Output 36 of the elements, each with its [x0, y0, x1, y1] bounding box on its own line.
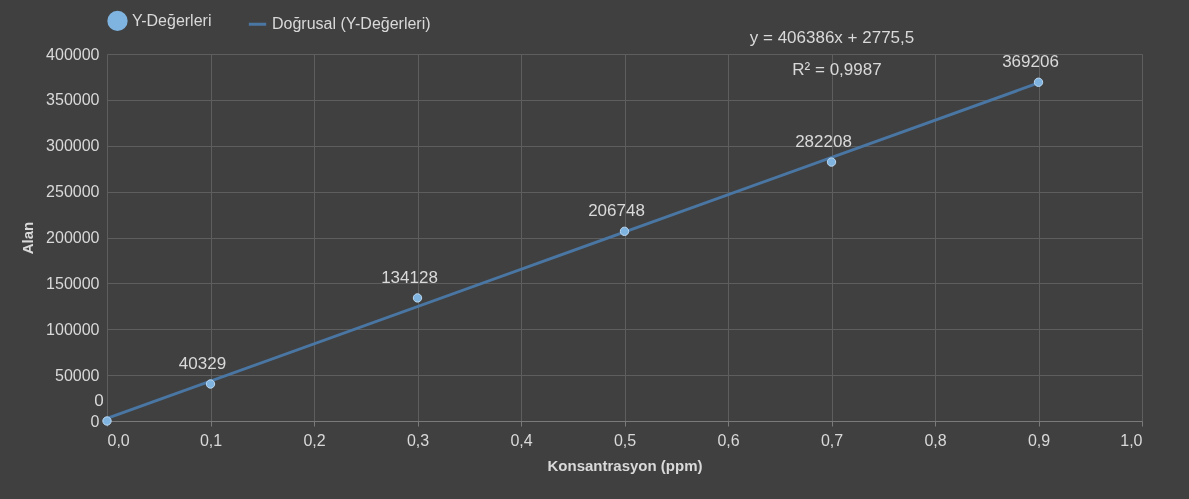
annotation: R² = 0,9987: [792, 60, 882, 79]
y-tick-label: 400000: [46, 45, 100, 63]
x-tick-label: 0,3: [406, 431, 430, 449]
legend-label: Y-Değerleri: [132, 11, 212, 29]
x-tick-label: 0,2: [303, 431, 326, 449]
data-label: 369206: [1002, 52, 1059, 72]
x-tick-label: 0,8: [924, 431, 947, 449]
point: [1033, 77, 1044, 87]
x-tick-label: 1,0: [1120, 431, 1143, 449]
data-label: 206748: [588, 201, 645, 221]
text: y = 406386x + 2775,5: [749, 28, 915, 47]
point: [826, 157, 837, 167]
y-tick-label: 0: [90, 412, 100, 430]
x-tick-label: 0,9: [1027, 431, 1051, 449]
legend-label: Doğrusal (Y-Değerleri): [272, 15, 431, 33]
x-tick-label: 0,6: [717, 431, 740, 449]
y-tick-label: 300000: [46, 137, 100, 155]
y-axis-title: Alan: [19, 221, 37, 255]
y-tick-label: 50000: [55, 366, 100, 384]
x-tick-label: 0,7: [820, 431, 844, 449]
data-label: 282208: [795, 132, 852, 152]
x-tick-label: 0,4: [510, 431, 533, 449]
x-axis-title: Konsantrasyon (ppm): [547, 456, 703, 474]
x-tick-label: 0,5: [613, 431, 637, 449]
x-tick-label: 0,1: [199, 431, 223, 449]
y-tick-label: 150000: [46, 274, 100, 292]
data-label: 40329: [178, 354, 227, 373]
point: [205, 379, 216, 389]
y-tick-label: 250000: [46, 183, 100, 201]
y-tick-label: 100000: [46, 320, 100, 338]
y-tick-label: 200000: [46, 229, 100, 246]
x-tick-label: 0,0: [107, 431, 130, 449]
data-label: 134128: [381, 267, 438, 287]
point: [619, 226, 630, 236]
y-tick-label: 350000: [46, 91, 100, 109]
point: [412, 293, 423, 303]
